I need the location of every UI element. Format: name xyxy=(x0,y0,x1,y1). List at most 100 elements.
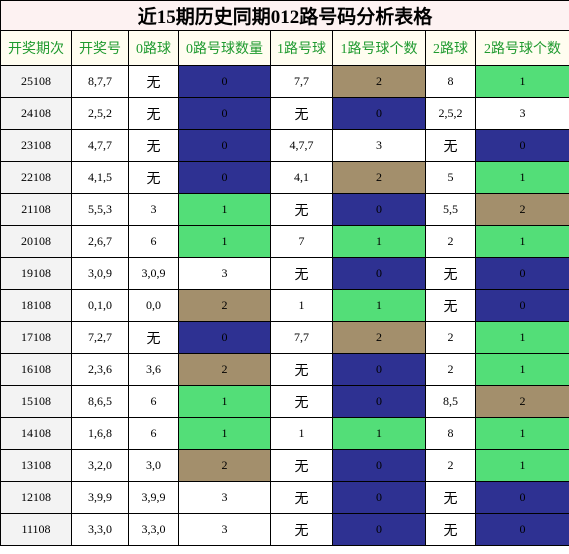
route1-ball-cell: 无 xyxy=(270,193,333,226)
route2-ball-cell: 2 xyxy=(425,353,476,386)
route2-count-cell: 1 xyxy=(474,417,569,450)
route1-ball-cell: 无 xyxy=(270,481,333,514)
route2-count-cell: 1 xyxy=(474,65,569,98)
table-row: 17108 7,2,7 无 0 7,7 2 2 1 xyxy=(0,321,569,354)
table-row: 25108 8,7,7 无 0 7,7 2 8 1 xyxy=(0,65,569,98)
table-row: 20108 2,6,7 6 1 7 1 2 1 xyxy=(0,225,569,258)
table-row: 13108 3,2,0 3,0 2 无 0 2 1 xyxy=(0,449,569,482)
route2-ball-cell: 2 xyxy=(425,321,476,354)
period-cell: 11108 xyxy=(0,513,72,546)
route0-ball-cell: 3,9,9 xyxy=(128,481,179,514)
route0-count-cell: 1 xyxy=(178,385,271,418)
header-row: 开奖期次 开奖号 0路球 0路号球数量 1路号球 1路号球个数 2路球 2路号球… xyxy=(0,30,569,66)
period-cell: 14108 xyxy=(0,417,72,450)
period-cell: 12108 xyxy=(0,481,72,514)
number-cell: 8,7,7 xyxy=(71,65,129,98)
route1-count-cell: 0 xyxy=(332,513,426,546)
route0-count-cell: 0 xyxy=(178,129,271,162)
route0-ball-cell: 3 xyxy=(128,193,179,226)
table-row: 15108 8,6,5 6 1 无 0 8,5 2 xyxy=(0,385,569,418)
route1-ball-cell: 无 xyxy=(270,97,333,130)
header-period: 开奖期次 xyxy=(0,30,72,66)
number-cell: 3,3,0 xyxy=(71,513,129,546)
table-row: 24108 2,5,2 无 0 无 0 2,5,2 3 xyxy=(0,97,569,130)
header-route1-ball: 1路号球 xyxy=(270,30,333,66)
table-title: 近15期历史同期012路号码分析表格 xyxy=(0,0,569,31)
number-cell: 0,1,0 xyxy=(71,289,129,322)
table-row: 12108 3,9,9 3,9,9 3 无 0 无 0 xyxy=(0,481,569,514)
route1-count-cell: 0 xyxy=(332,481,426,514)
table-body: 25108 8,7,7 无 0 7,7 2 8 1 24108 2,5,2 无 0 无 0 2,5,2 3 23… xyxy=(0,65,569,546)
route1-ball-cell: 无 xyxy=(270,257,333,290)
table-row: 18108 0,1,0 0,0 2 1 1 无 0 xyxy=(0,289,569,322)
route0-ball-cell: 3,0 xyxy=(128,449,179,482)
route2-count-cell: 2 xyxy=(474,193,569,226)
header-route1-count: 1路号球个数 xyxy=(332,30,426,66)
route2-ball-cell: 8 xyxy=(425,417,476,450)
route2-count-cell: 1 xyxy=(474,449,569,482)
route2-ball-cell: 8 xyxy=(425,65,476,98)
number-cell: 3,2,0 xyxy=(71,449,129,482)
header-route2-count: 2路号球个数 xyxy=(474,30,569,66)
route1-count-cell: 1 xyxy=(332,417,426,450)
route2-ball-cell: 5 xyxy=(425,161,476,194)
route0-count-cell: 0 xyxy=(178,65,271,98)
route0-ball-cell: 无 xyxy=(128,161,179,194)
route0-count-cell: 3 xyxy=(178,257,271,290)
table-row: 19108 3,0,9 3,0,9 3 无 0 无 0 xyxy=(0,257,569,290)
route0-ball-cell: 0,0 xyxy=(128,289,179,322)
route0-count-cell: 2 xyxy=(178,353,271,386)
number-cell: 2,5,2 xyxy=(71,97,129,130)
period-cell: 20108 xyxy=(0,225,72,258)
route2-count-cell: 1 xyxy=(474,321,569,354)
route1-ball-cell: 无 xyxy=(270,385,333,418)
period-cell: 18108 xyxy=(0,289,72,322)
route0-ball-cell: 无 xyxy=(128,65,179,98)
route1-count-cell: 0 xyxy=(332,257,426,290)
table-row: 23108 4,7,7 无 0 4,7,7 3 无 0 xyxy=(0,129,569,162)
number-cell: 1,6,8 xyxy=(71,417,129,450)
route2-ball-cell: 无 xyxy=(425,129,476,162)
period-cell: 19108 xyxy=(0,257,72,290)
route1-count-cell: 1 xyxy=(332,289,426,322)
period-cell: 15108 xyxy=(0,385,72,418)
header-number: 开奖号 xyxy=(71,30,129,66)
route2-count-cell: 3 xyxy=(474,97,569,130)
table-row: 16108 2,3,6 3,6 2 无 0 2 1 xyxy=(0,353,569,386)
header-route2-ball: 2路球 xyxy=(425,30,476,66)
route2-count-cell: 0 xyxy=(474,289,569,322)
route0-count-cell: 3 xyxy=(178,513,271,546)
route0-ball-cell: 6 xyxy=(128,225,179,258)
route0-count-cell: 1 xyxy=(178,417,271,450)
route1-count-cell: 0 xyxy=(332,449,426,482)
number-cell: 4,7,7 xyxy=(71,129,129,162)
route2-ball-cell: 无 xyxy=(425,257,476,290)
route0-count-cell: 2 xyxy=(178,289,271,322)
route1-count-cell: 1 xyxy=(332,225,426,258)
route2-ball-cell: 2 xyxy=(425,225,476,258)
route1-ball-cell: 1 xyxy=(270,417,333,450)
period-cell: 24108 xyxy=(0,97,72,130)
route1-ball-cell: 无 xyxy=(270,449,333,482)
route1-count-cell: 0 xyxy=(332,385,426,418)
route2-count-cell: 2 xyxy=(474,385,569,418)
route0-count-cell: 1 xyxy=(178,225,271,258)
route2-ball-cell: 2 xyxy=(425,449,476,482)
table-row: 21108 5,5,3 3 1 无 0 5,5 2 xyxy=(0,193,569,226)
route0-ball-cell: 3,3,0 xyxy=(128,513,179,546)
route2-count-cell: 1 xyxy=(474,225,569,258)
route0-count-cell: 1 xyxy=(178,193,271,226)
route2-ball-cell: 无 xyxy=(425,289,476,322)
route0-count-cell: 3 xyxy=(178,481,271,514)
route1-count-cell: 2 xyxy=(332,321,426,354)
route1-ball-cell: 4,7,7 xyxy=(270,129,333,162)
number-cell: 7,2,7 xyxy=(71,321,129,354)
route0-ball-cell: 无 xyxy=(128,129,179,162)
title-row: 近15期历史同期012路号码分析表格 xyxy=(0,0,569,31)
route1-count-cell: 2 xyxy=(332,161,426,194)
route1-count-cell: 2 xyxy=(332,65,426,98)
number-cell: 8,6,5 xyxy=(71,385,129,418)
table-row: 22108 4,1,5 无 0 4,1 2 5 1 xyxy=(0,161,569,194)
